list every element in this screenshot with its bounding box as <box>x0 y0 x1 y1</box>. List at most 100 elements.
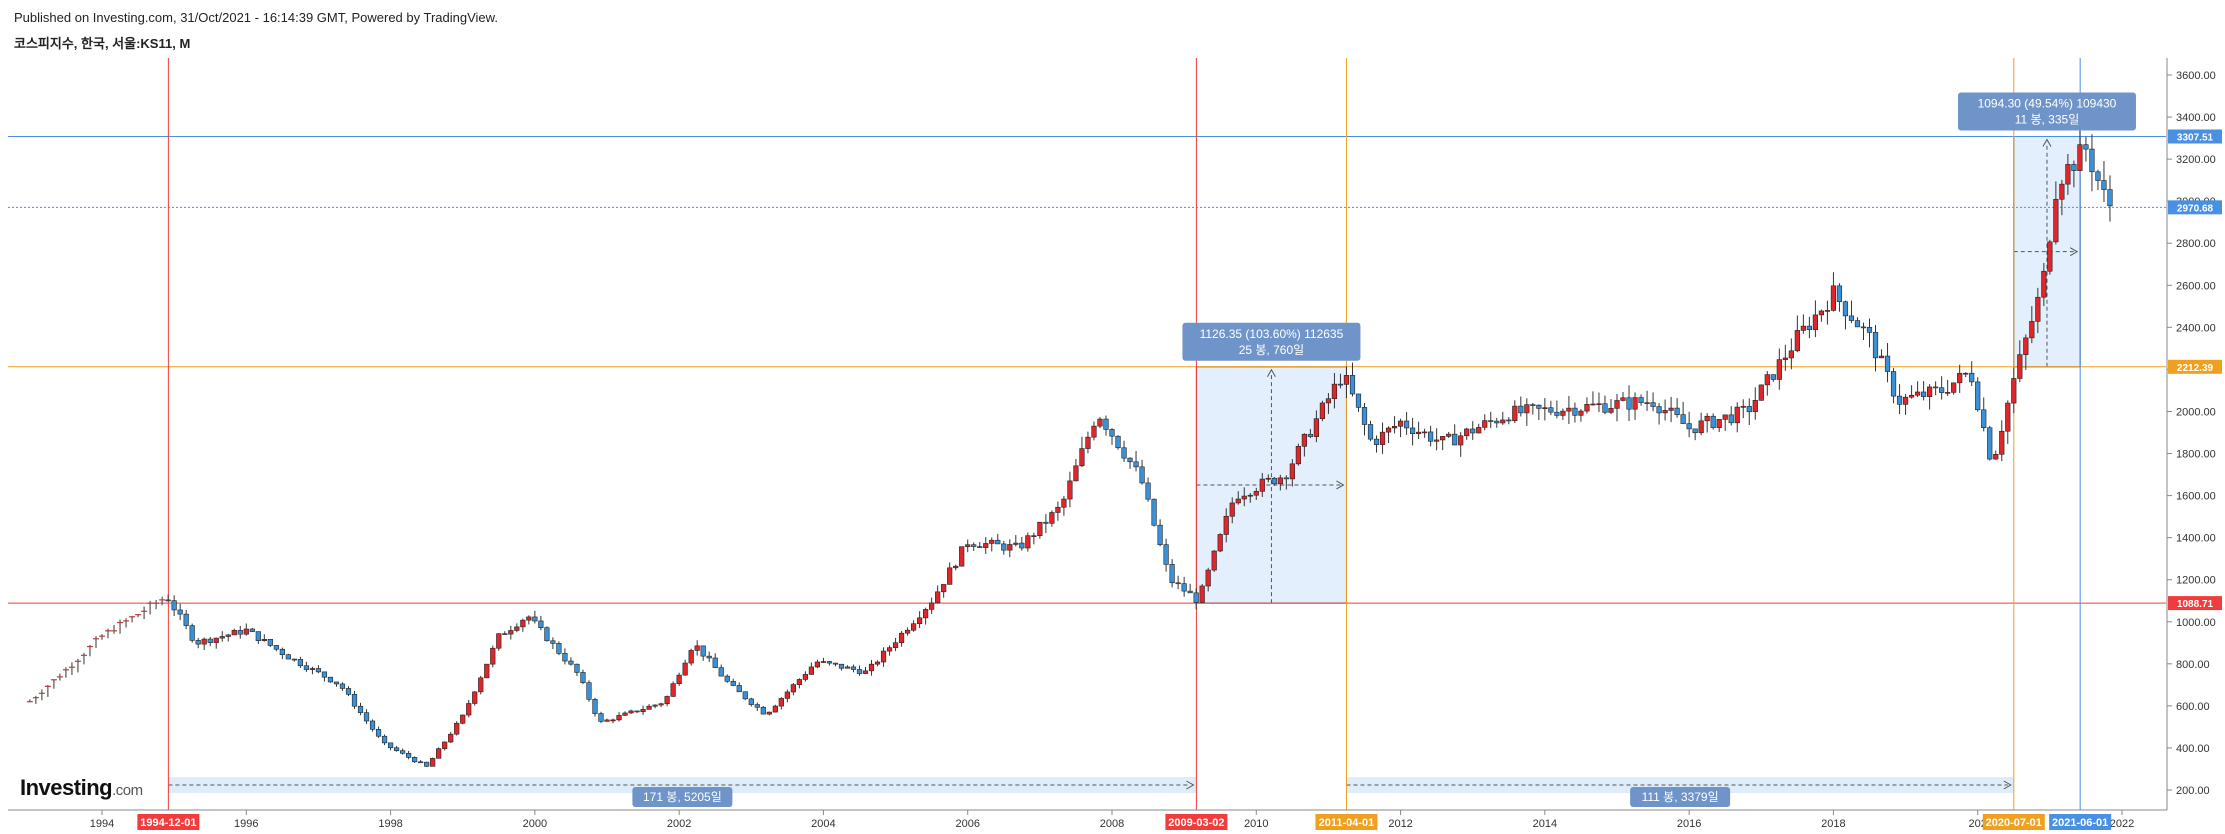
candle-body <box>1524 404 1530 414</box>
candle-body <box>995 539 1001 545</box>
candle-body <box>1229 502 1235 517</box>
candle-body <box>1013 542 1019 545</box>
candle-body <box>754 704 760 708</box>
candle-body <box>1951 382 1957 393</box>
candle-body <box>935 591 941 604</box>
candle-body <box>2029 321 2035 339</box>
candle-body <box>592 699 598 714</box>
candle-body <box>1854 320 1861 328</box>
candle-body <box>1692 428 1698 434</box>
candle-body <box>363 712 370 722</box>
candle-body <box>658 703 664 706</box>
candle-body <box>1301 433 1307 447</box>
candle-body <box>802 674 808 680</box>
candle-body <box>1921 391 1927 397</box>
candle-body <box>345 688 352 695</box>
candle-body <box>1608 408 1614 413</box>
logo-suffix: .com <box>112 782 143 799</box>
time-tick-label: 2004 <box>811 818 835 830</box>
candle-body <box>1824 310 1831 312</box>
arrow-head-up <box>2042 138 2052 147</box>
time-tick-label: 2022 <box>2110 818 2134 830</box>
candle-body <box>315 668 322 673</box>
candle-body <box>850 666 857 670</box>
time-tick-label: 1994 <box>90 818 114 830</box>
candle-body <box>1596 403 1602 406</box>
candle-body <box>1758 384 1764 401</box>
candle-body <box>1019 542 1025 549</box>
candle-body <box>255 631 261 641</box>
price-tick-label: 2400.00 <box>2176 322 2216 334</box>
candle-body <box>237 630 243 635</box>
candle-body <box>448 733 454 743</box>
candle-body <box>297 659 303 667</box>
investing-logo: Investing.com <box>20 775 143 801</box>
candle-body <box>1632 397 1638 410</box>
candle-body <box>1001 543 1007 551</box>
candle-body <box>1007 544 1013 551</box>
candle-body <box>1097 418 1103 427</box>
candle-body <box>880 650 887 663</box>
candle-body <box>1361 407 1368 425</box>
candle-body <box>1939 387 1945 393</box>
candle-body <box>1055 506 1061 513</box>
candle-body <box>1422 431 1428 434</box>
candle-body <box>375 729 382 737</box>
candle-body <box>1139 466 1145 484</box>
candle-body <box>2071 164 2077 171</box>
candle-body <box>1127 457 1133 463</box>
candle-body <box>712 657 718 668</box>
price-tick-label: 1600.00 <box>2176 491 2216 503</box>
candle-body <box>1728 414 1734 424</box>
candle-body <box>213 637 219 643</box>
measure-label-bg <box>1182 322 1361 361</box>
candle-body <box>826 661 833 664</box>
candle-body <box>496 633 502 649</box>
candle-body <box>351 694 358 707</box>
candle-body <box>1812 314 1818 330</box>
range-label-bg <box>1630 787 1731 807</box>
measure-label-line1: 1126.35 (103.60%) 112635 <box>1200 327 1344 341</box>
candle-body <box>303 665 310 670</box>
candle-body <box>1836 285 1843 303</box>
candle-body <box>466 703 472 716</box>
price-tick-label: 3400.00 <box>2176 112 2216 124</box>
candle-body <box>201 638 207 645</box>
candle-body <box>225 634 231 637</box>
candle-body <box>700 645 706 657</box>
candle-body <box>1818 310 1825 316</box>
candle-body <box>1271 477 1277 485</box>
candle-body <box>1325 398 1332 404</box>
candle-body <box>1091 425 1097 438</box>
candle-body <box>1283 477 1289 480</box>
candle-body <box>1788 350 1794 359</box>
candle-body <box>742 691 748 700</box>
candle-body <box>622 712 628 716</box>
candle-body <box>1458 435 1464 446</box>
time-tick-label: 2006 <box>955 818 979 830</box>
candle-body <box>694 645 700 651</box>
candle-body <box>231 630 237 636</box>
price-axis: 200.00 400.00 600.00 800.00 1000.00 1200.00 14… <box>2166 58 2222 810</box>
candle-body <box>856 669 863 674</box>
candle-body <box>1253 491 1259 496</box>
candle-body <box>207 638 213 643</box>
candle-body <box>616 715 622 721</box>
candle-body <box>1067 480 1073 500</box>
candle-body <box>562 653 568 662</box>
candle-body <box>1187 590 1193 594</box>
candle-body <box>1933 386 1939 389</box>
candle-body <box>2083 144 2089 150</box>
candle-body <box>1614 400 1620 409</box>
candle-body <box>1884 355 1891 372</box>
candle-body <box>502 633 508 635</box>
candle-body <box>2053 198 2059 243</box>
candle-body <box>2095 171 2101 181</box>
candle-body <box>1584 404 1590 412</box>
candle-body <box>796 679 802 685</box>
candle-body <box>1848 315 1855 321</box>
price-tick-label: 200.00 <box>2176 785 2210 797</box>
candle-body <box>724 675 730 682</box>
candle-body <box>1530 404 1536 406</box>
